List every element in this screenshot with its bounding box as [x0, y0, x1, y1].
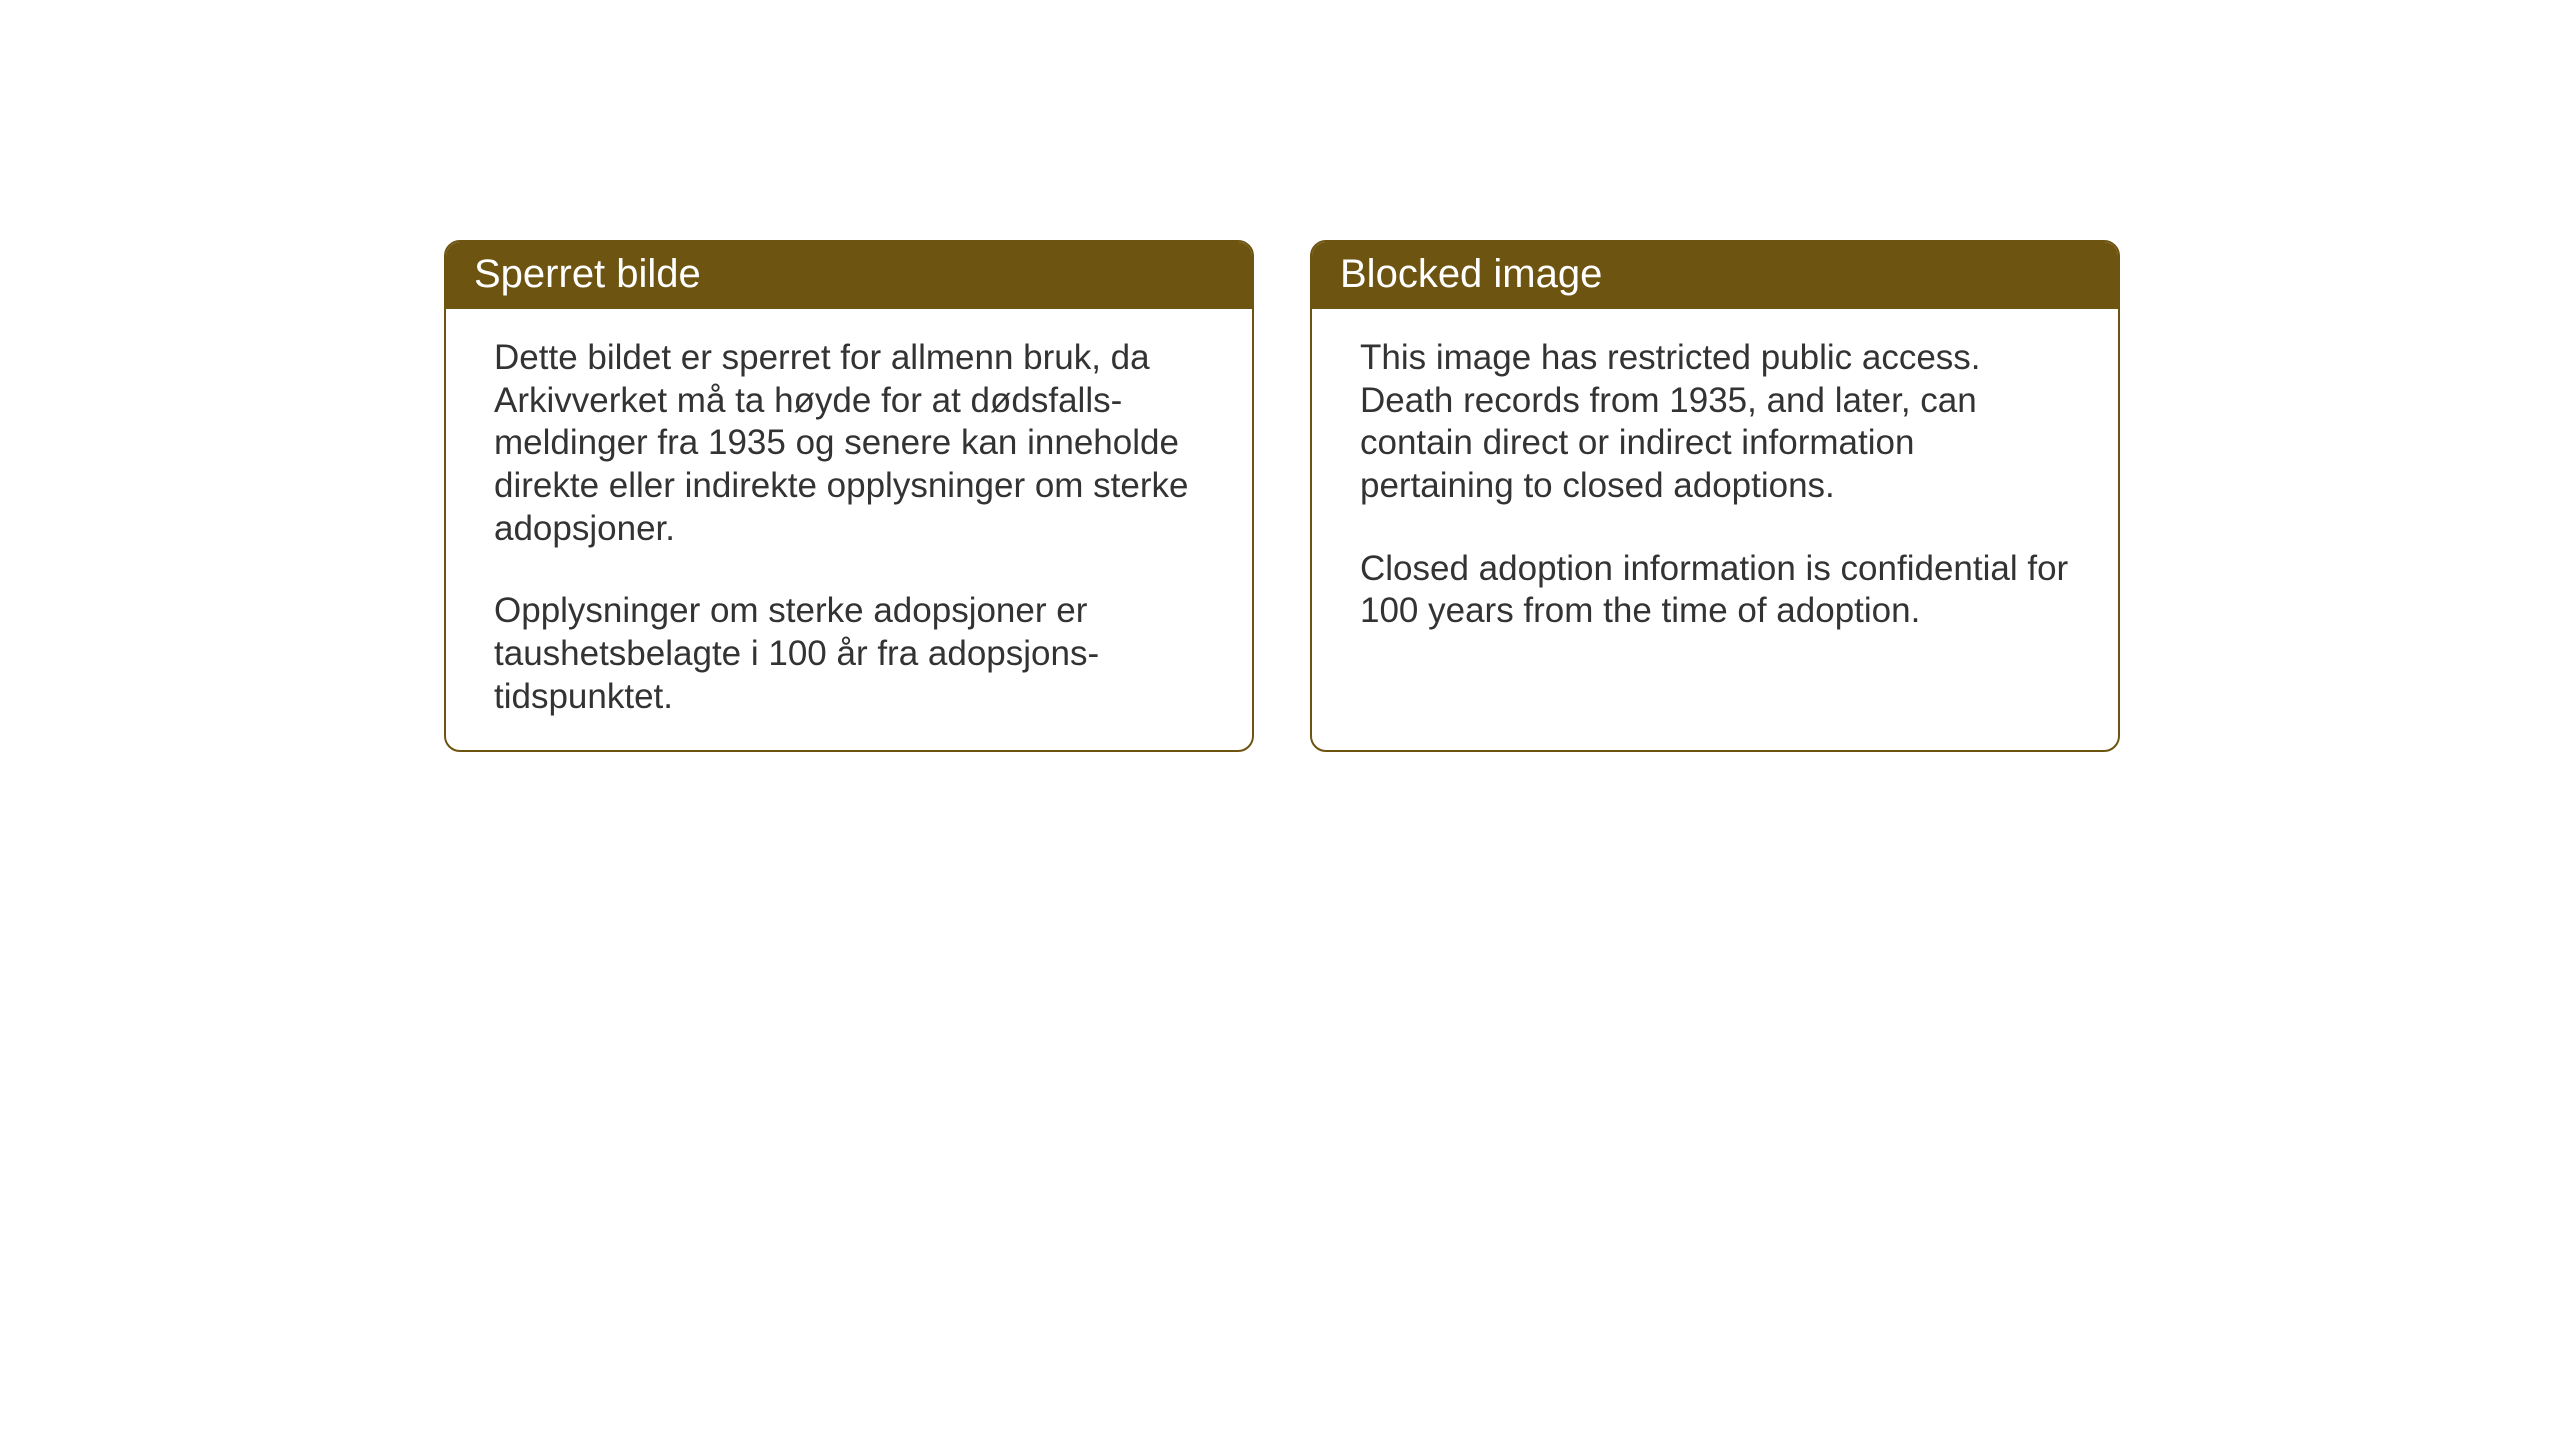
english-card-title: Blocked image — [1312, 242, 2118, 309]
norwegian-card-title: Sperret bilde — [446, 242, 1252, 309]
english-paragraph-2: Closed adoption information is confident… — [1360, 548, 2070, 633]
english-card-body: This image has restricted public access.… — [1312, 309, 2118, 673]
norwegian-paragraph-1: Dette bildet er sperret for allmenn bruk… — [494, 337, 1204, 550]
norwegian-card-body: Dette bildet er sperret for allmenn bruk… — [446, 309, 1252, 752]
norwegian-notice-card: Sperret bilde Dette bildet er sperret fo… — [444, 240, 1254, 752]
notice-cards-container: Sperret bilde Dette bildet er sperret fo… — [444, 240, 2120, 752]
norwegian-paragraph-2: Opplysninger om sterke adopsjoner er tau… — [494, 590, 1204, 718]
english-paragraph-1: This image has restricted public access.… — [1360, 337, 2070, 508]
english-notice-card: Blocked image This image has restricted … — [1310, 240, 2120, 752]
